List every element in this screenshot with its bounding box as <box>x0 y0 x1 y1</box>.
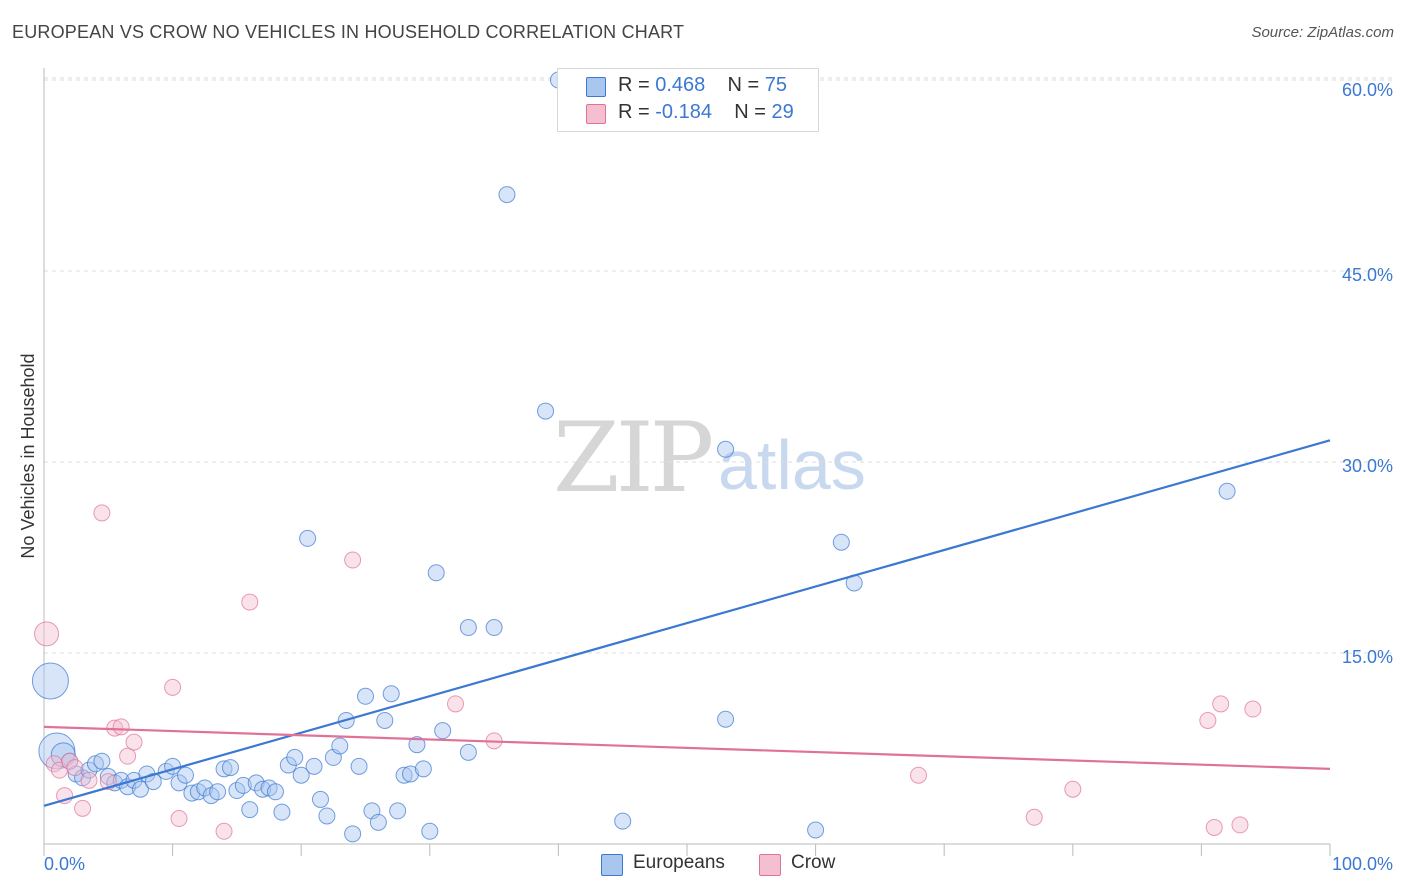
europeans-point <box>221 759 239 777</box>
y-tick-label: 15.0% <box>1342 647 1393 667</box>
europeans-point <box>408 736 426 754</box>
europeans-point <box>376 711 394 729</box>
europeans-point <box>215 760 233 778</box>
crow-point <box>1025 808 1043 826</box>
europeans-point <box>286 748 304 766</box>
europeans-point <box>485 619 503 637</box>
crow-point <box>119 747 137 765</box>
europeans-point <box>382 685 400 703</box>
y-axis-title: No Vehicles in Household <box>18 353 38 558</box>
europeans-point <box>31 662 69 700</box>
europeans-point <box>807 821 825 839</box>
europeans-point <box>273 803 291 821</box>
crow-point <box>1231 816 1249 834</box>
europeans-point <box>241 801 259 819</box>
europeans-point <box>292 766 310 784</box>
x-tick-label: 0.0% <box>44 854 85 874</box>
legend-r-value: 0.468 <box>655 74 706 96</box>
europeans-point <box>421 822 439 840</box>
europeans-point <box>395 766 413 784</box>
europeans-point <box>344 825 362 843</box>
europeans-point <box>93 752 111 770</box>
crow-point <box>125 733 143 751</box>
legend-n-label: N = <box>727 74 765 96</box>
europeans-point <box>717 710 735 728</box>
x-tick-label: 100.0% <box>1332 854 1393 874</box>
crow-point <box>34 621 60 647</box>
crow-point <box>112 718 130 736</box>
crow-point <box>241 593 259 611</box>
europeans-point <box>311 790 329 808</box>
y-tick-label: 30.0% <box>1342 456 1393 476</box>
crow-point <box>80 771 98 789</box>
europeans-point <box>434 722 452 740</box>
y-tick-label: 45.0% <box>1342 265 1393 285</box>
europeans-point <box>209 783 227 801</box>
europeans-point <box>402 765 420 783</box>
europeans-point <box>254 780 272 798</box>
crow-trend-line <box>43 725 1331 770</box>
crow-point <box>1064 780 1082 798</box>
europeans-point <box>832 533 850 551</box>
crow-point <box>1205 818 1223 836</box>
europeans-point <box>350 757 368 775</box>
europeans-point <box>305 757 323 775</box>
europeans-point <box>498 186 516 204</box>
europeans-point <box>389 802 407 820</box>
europeans-point <box>427 564 445 582</box>
legend-n-value: 29 <box>771 101 794 123</box>
bottom-legend-label: Crow <box>791 852 836 873</box>
source-label: Source: ZipAtlas.com <box>1251 24 1394 41</box>
europeans-point <box>318 807 336 825</box>
bottom-legend-swatch-pink <box>759 854 781 876</box>
legend-r-value: -0.184 <box>655 101 712 123</box>
crow-point <box>170 810 188 828</box>
europeans-point <box>537 402 555 420</box>
europeans-point <box>299 529 317 547</box>
crow-point <box>66 759 84 777</box>
europeans-trend-line <box>43 439 1331 807</box>
bottom-legend-label: Europeans <box>633 852 725 873</box>
europeans-point <box>614 812 632 830</box>
legend-swatch-pink <box>586 104 606 124</box>
crow-point <box>1212 695 1230 713</box>
legend-n-label: N = <box>734 101 772 123</box>
europeans-point <box>331 737 349 755</box>
europeans-point <box>459 619 477 637</box>
legend-n-value: 75 <box>764 74 788 96</box>
legend-swatch-blue <box>586 77 606 97</box>
crow-point <box>1244 700 1262 718</box>
crow-point <box>74 799 92 817</box>
europeans-point <box>1218 482 1236 500</box>
chart-title: EUROPEAN VS CROW NO VEHICLES IN HOUSEHOL… <box>12 22 685 42</box>
correlation-legend: R = 0.468 N = 75 R = -0.184 N = 29 <box>557 68 819 132</box>
legend-r-label: R = <box>618 74 656 96</box>
legend-r-label: R = <box>618 101 656 123</box>
crow-point <box>909 766 927 784</box>
europeans-point <box>234 776 252 794</box>
europeans-point <box>247 774 265 792</box>
crow-point <box>1199 711 1217 729</box>
europeans-point <box>131 780 149 798</box>
europeans-point <box>266 783 284 801</box>
y-tick-label: 60.0% <box>1342 80 1393 100</box>
europeans-point <box>80 761 98 779</box>
europeans-point <box>459 743 477 761</box>
europeans-point <box>717 440 735 458</box>
watermark-zip: ZIP <box>553 402 714 514</box>
crow-point <box>164 678 182 696</box>
crow-point <box>344 551 362 569</box>
crow-point <box>447 695 465 713</box>
crow-point <box>215 822 233 840</box>
europeans-point <box>183 784 201 802</box>
europeans-point <box>357 687 374 705</box>
europeans-point <box>414 760 432 778</box>
europeans-point <box>176 766 194 784</box>
bottom-legend-swatch-blue <box>601 854 623 876</box>
europeans-point <box>369 813 387 831</box>
watermark-atlas: atlas <box>718 426 866 504</box>
europeans-point <box>99 768 117 786</box>
crow-point <box>93 504 111 522</box>
